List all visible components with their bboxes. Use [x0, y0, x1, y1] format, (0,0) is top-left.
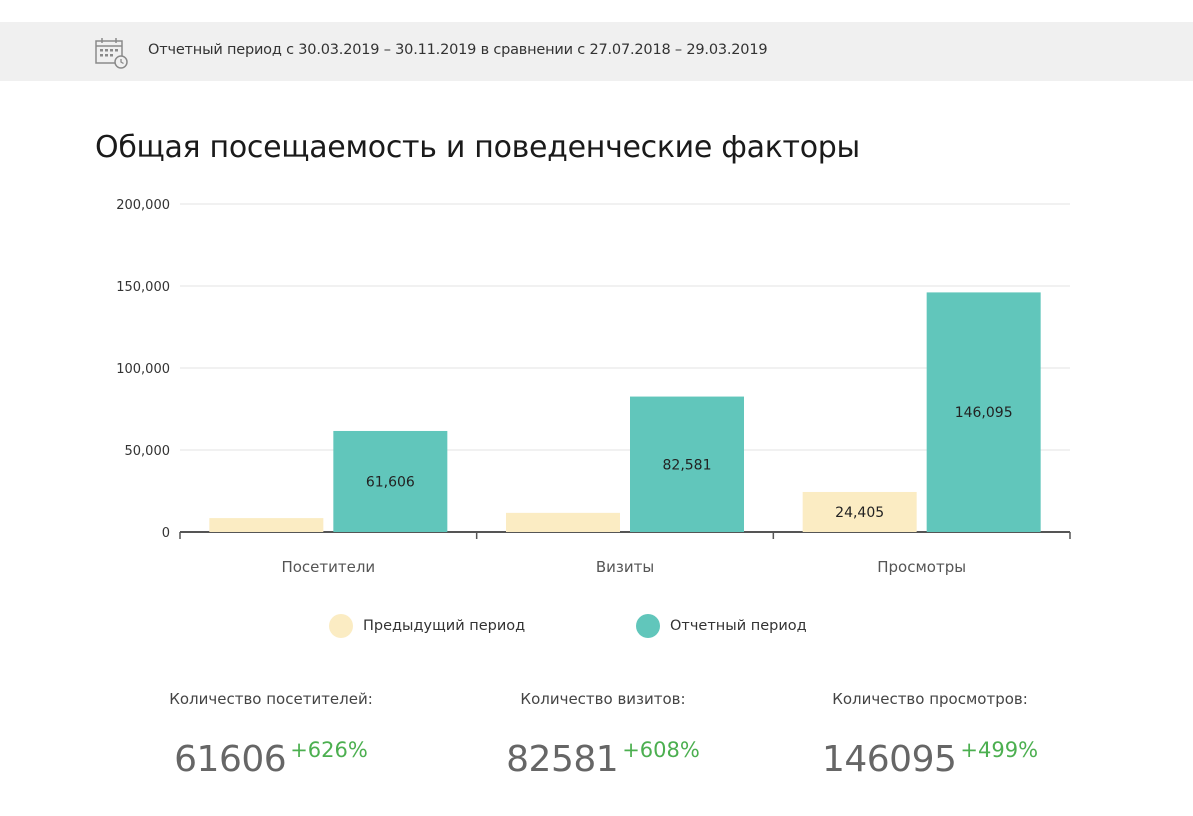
bar-current[interactable]: [333, 430, 448, 532]
stat-value: 146095: [821, 739, 957, 780]
calendar-clock-icon: [95, 38, 128, 69]
stat-visits: Количество визитов: 82581 +608%: [453, 690, 753, 780]
bar-previous[interactable]: [506, 512, 620, 532]
period-bar: Отчетный период с 30.03.2019 – 30.11.201…: [0, 22, 1193, 81]
stat-visitors: Количество посетителей: 61606 +626%: [121, 690, 421, 780]
chart-bars: [209, 292, 1041, 532]
legend-label-previous: Предыдущий период: [363, 618, 526, 634]
x-tick-label: Просмотры: [877, 558, 966, 576]
legend-swatch-previous: [329, 614, 353, 638]
stat-value: 82581: [506, 739, 619, 780]
legend-swatch-current: [636, 614, 660, 638]
legend-item-previous[interactable]: Предыдущий период: [329, 612, 525, 640]
bar-chart: 0 50,000 100,000 150,000 200,000 Посетители 61…: [116, 198, 1071, 576]
y-tick-label: 150,000: [116, 280, 170, 295]
y-tick-label: 200,000: [116, 198, 170, 213]
stats-row: Количество посетителей: 61606 +626% Колич…: [0, 690, 1193, 800]
stat-change: +608%: [622, 738, 700, 762]
bar-data-label: 146,095: [955, 405, 1013, 421]
x-tick-label: Визиты: [596, 558, 654, 576]
stat-label: Количество посетителей:: [169, 690, 373, 708]
x-tick-label: Посетители: [281, 558, 375, 576]
chart-legend: Предыдущий период Отчетный период: [0, 612, 1193, 640]
stat-change: +626%: [290, 738, 368, 762]
bar-data-label: 82,581: [663, 457, 712, 473]
stat-value: 61606: [174, 739, 287, 780]
stat-label: Количество просмотров:: [832, 690, 1028, 708]
bar-current[interactable]: [926, 292, 1041, 532]
legend-label-current: Отчетный период: [670, 618, 807, 634]
bar-current[interactable]: [630, 396, 744, 532]
y-tick-label: 50,000: [125, 444, 171, 459]
stat-pageviews: Количество просмотров: 146095 +499%: [780, 690, 1080, 780]
bar-previous[interactable]: [802, 491, 917, 532]
bar-data-label: 61,606: [366, 474, 415, 490]
section-title: Общая посещаемость и поведенческие факто…: [95, 130, 860, 165]
chart-labels: 0 50,000 100,000 150,000 200,000 Посетители 61…: [116, 198, 1012, 576]
stat-label: Количество визитов:: [520, 690, 686, 708]
period-text: Отчетный период с 30.03.2019 – 30.11.201…: [148, 42, 768, 58]
y-tick-label: 100,000: [116, 362, 170, 377]
chart-grid: [179, 203, 1071, 539]
bar-data-label: 24,405: [835, 505, 884, 521]
legend-item-current[interactable]: Отчетный период: [636, 612, 807, 640]
bar-previous[interactable]: [209, 518, 324, 532]
stat-change: +499%: [960, 738, 1039, 762]
y-tick-label: 0: [162, 526, 170, 541]
